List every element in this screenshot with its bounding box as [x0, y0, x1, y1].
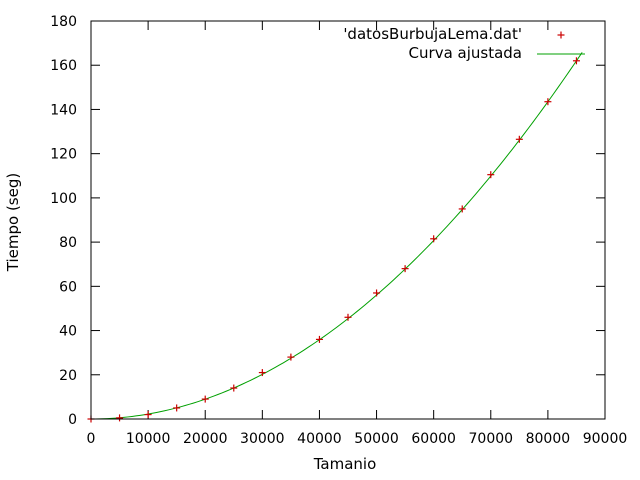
x-tick-label: 90000 — [583, 431, 628, 447]
fit-curve-layer — [90, 52, 583, 420]
data-point — [515, 135, 523, 143]
x-tick-label: 0 — [87, 431, 96, 447]
data-point — [373, 289, 381, 297]
data-point — [258, 369, 266, 377]
data-point — [401, 265, 409, 273]
data-point — [144, 411, 152, 419]
y-tick-label: 100 — [50, 191, 77, 207]
fit-curve-line — [90, 52, 583, 420]
data-point — [230, 384, 238, 392]
y-tick-label: 40 — [59, 324, 77, 340]
data-point — [430, 235, 438, 243]
x-axis-title: Tamanio — [313, 455, 377, 473]
y-axis-title: Tiempo (seg) — [4, 173, 22, 272]
x-tick-label: 70000 — [469, 431, 514, 447]
data-point — [287, 353, 295, 361]
x-tick-label: 20000 — [183, 431, 228, 447]
legend-label-data: 'datosBurbujaLema.dat' — [343, 25, 522, 43]
y-tick-label: 140 — [50, 102, 77, 118]
data-point — [544, 98, 552, 106]
data-point — [487, 171, 495, 179]
y-tick-label: 80 — [59, 235, 77, 251]
data-point — [201, 395, 209, 403]
y-tick-label: 160 — [50, 58, 77, 74]
legend-label-fit: Curva ajustada — [409, 44, 522, 62]
data-points-layer — [87, 57, 580, 423]
x-tick-label: 50000 — [354, 431, 399, 447]
x-tick-label: 10000 — [126, 431, 171, 447]
data-point — [458, 205, 466, 213]
data-point — [344, 313, 352, 321]
y-tick-label: 120 — [50, 147, 77, 163]
y-tick-label: 0 — [68, 412, 77, 428]
legend: 'datosBurbujaLema.dat' Curva ajustada — [343, 25, 585, 62]
data-point — [572, 57, 580, 65]
data-point — [173, 404, 181, 412]
x-tick-label: 40000 — [297, 431, 342, 447]
x-tick-label: 80000 — [526, 431, 571, 447]
y-tick-label: 180 — [50, 14, 77, 30]
data-point — [315, 335, 323, 343]
x-tick-label: 60000 — [411, 431, 456, 447]
x-tick-label: 30000 — [240, 431, 285, 447]
tick-labels: 0 10000 20000 30000 40000 50000 60000 70000 8000… — [50, 14, 627, 447]
y-tick-label: 60 — [59, 279, 77, 295]
y-tick-label: 20 — [59, 368, 77, 384]
plot-frame — [90, 20, 606, 420]
data-point — [116, 414, 124, 422]
legend-marker-data — [557, 31, 565, 39]
legend-plus-marker — [557, 31, 565, 39]
